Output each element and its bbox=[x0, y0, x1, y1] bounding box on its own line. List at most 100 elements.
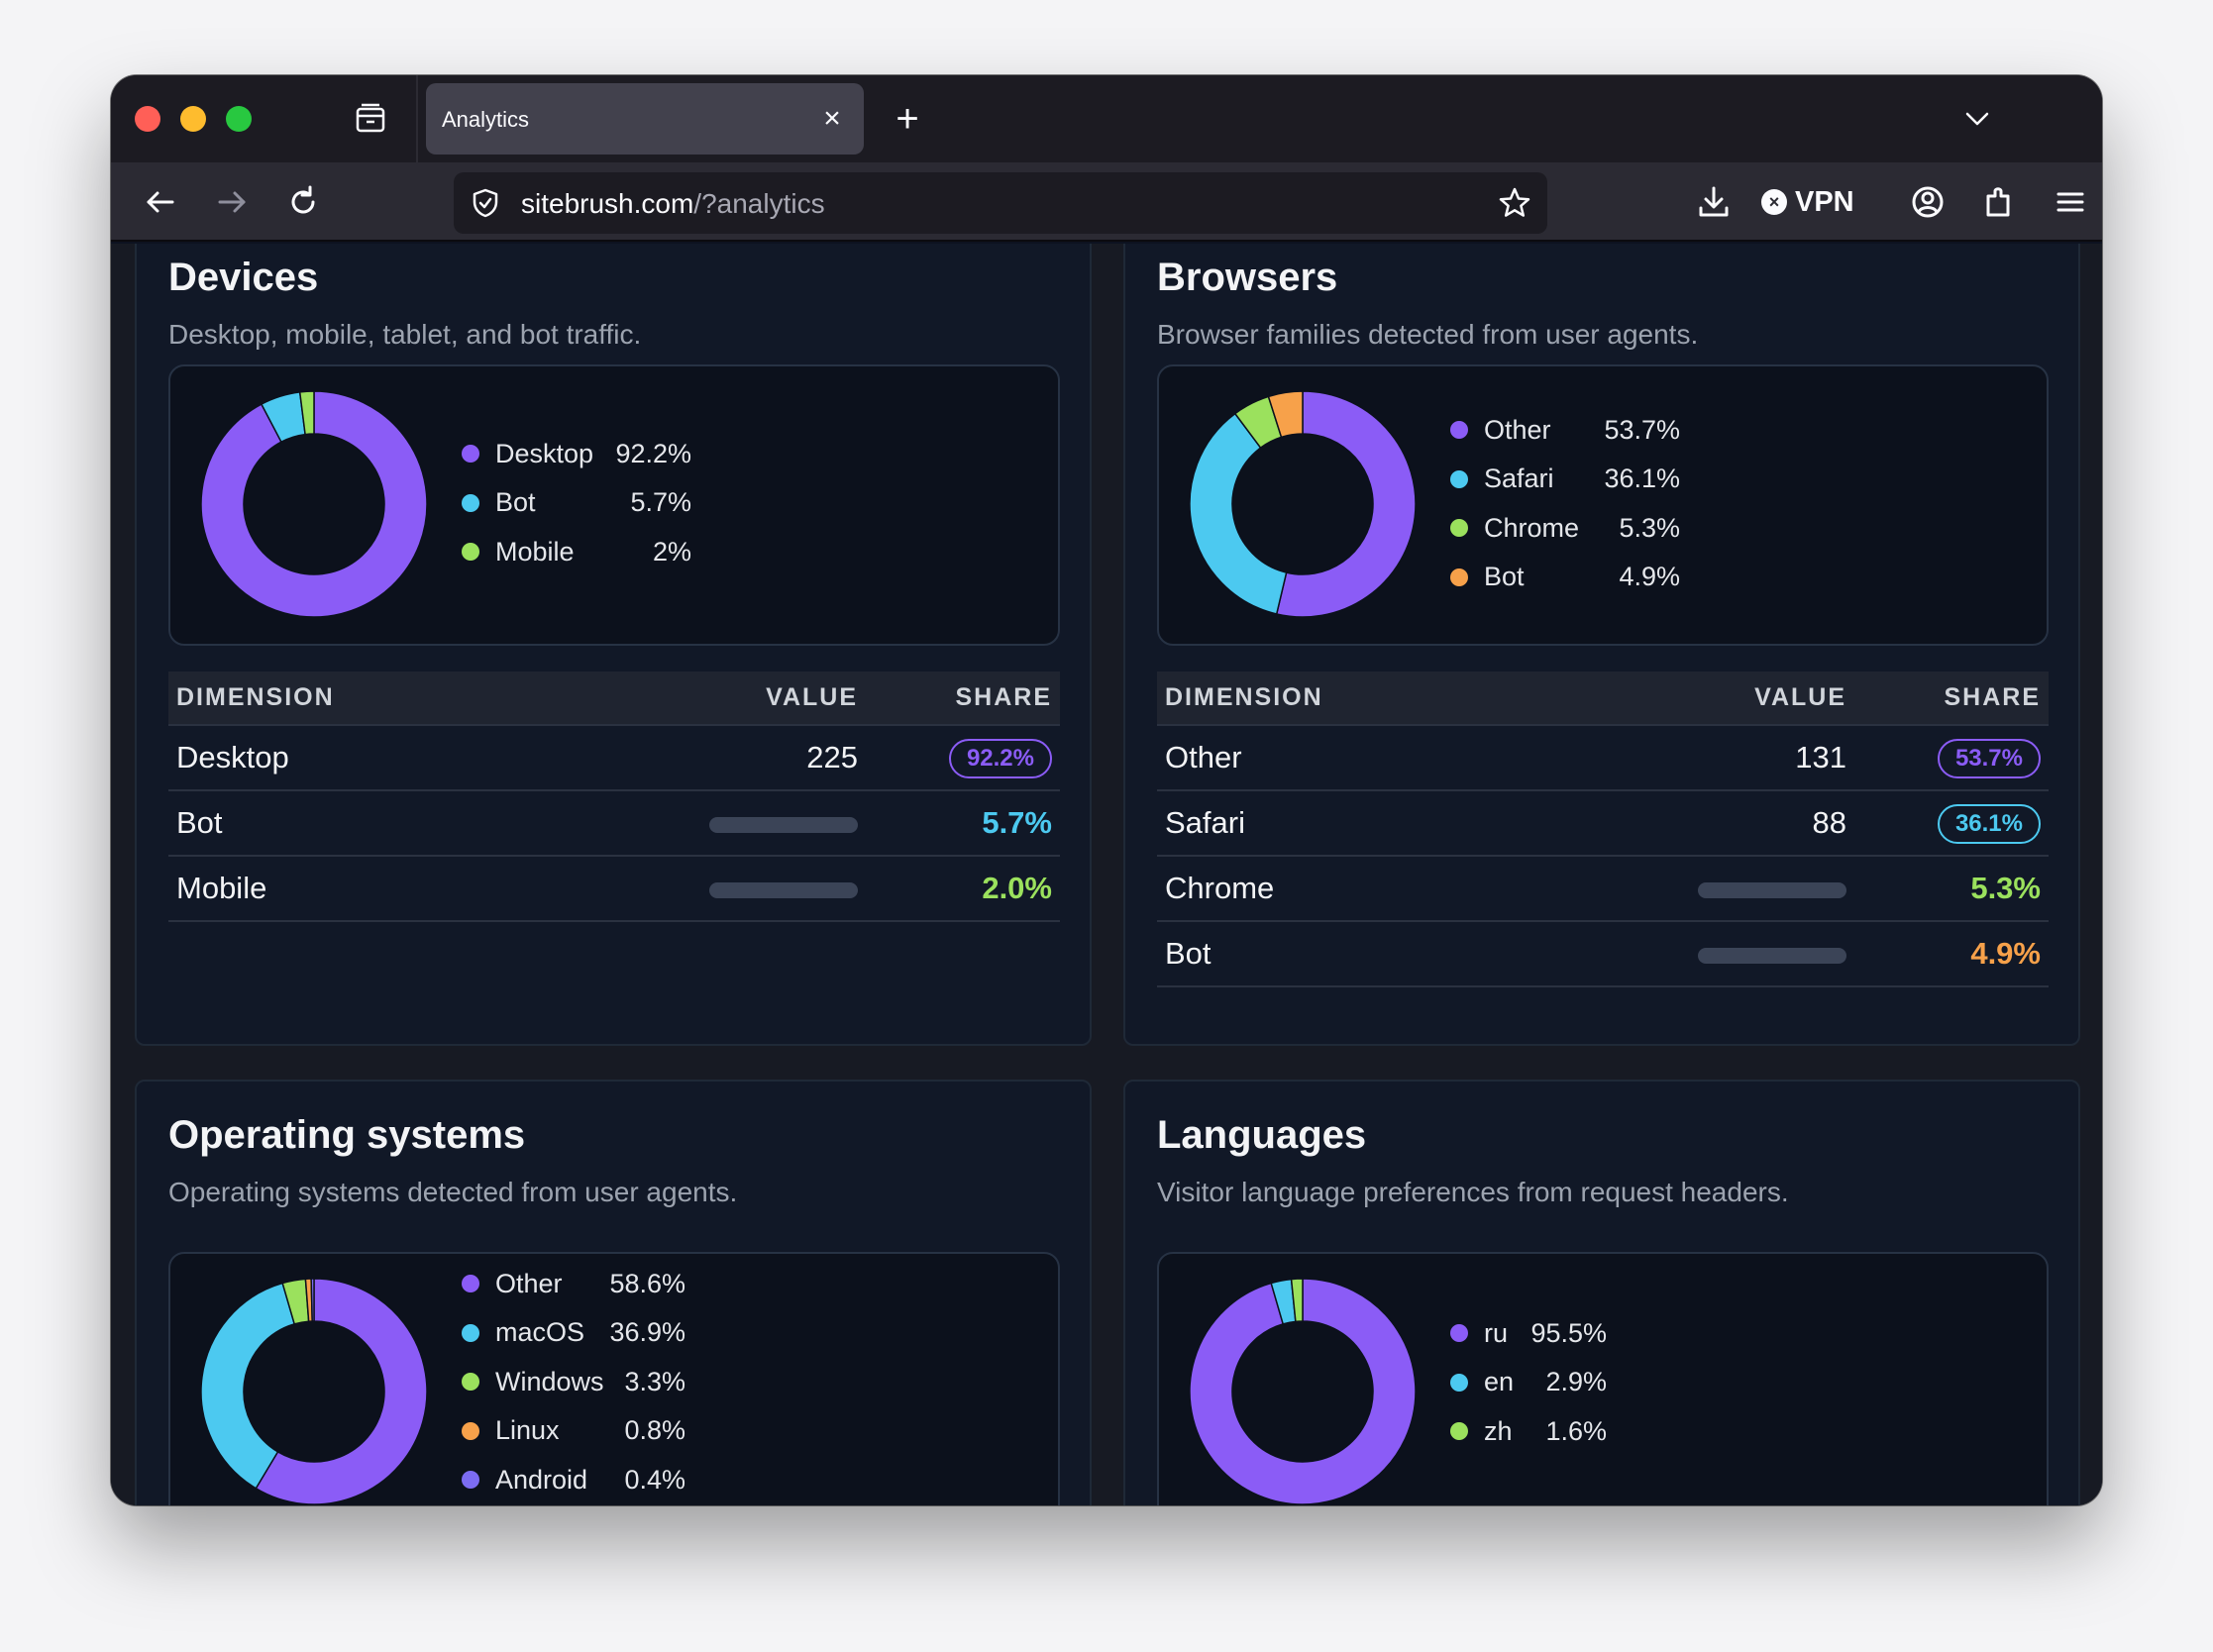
share-badge: 36.1% bbox=[1937, 803, 2041, 844]
donut-chart-panel: ru 95.5% en 2.9% zh 1.6% bbox=[1157, 1252, 2049, 1505]
extensions-icon[interactable] bbox=[1979, 182, 2019, 222]
legend-item[interactable]: Desktop 92.2% bbox=[462, 436, 691, 471]
legend-item[interactable]: Other 53.7% bbox=[1450, 412, 1680, 448]
legend-item[interactable]: en 2.9% bbox=[1450, 1365, 1607, 1400]
card-title: Operating systems bbox=[168, 1113, 526, 1157]
donut-chart bbox=[1189, 390, 1417, 618]
legend-item[interactable]: zh 1.6% bbox=[1450, 1413, 1607, 1449]
dimension-cell: Safari bbox=[1157, 790, 1690, 857]
legend-dot-icon bbox=[462, 1471, 479, 1489]
legend-item[interactable]: Mobile 2% bbox=[462, 534, 691, 569]
table-row[interactable]: Chrome 5.3% bbox=[1157, 856, 2049, 922]
column-header-dimension[interactable]: DIMENSION bbox=[168, 671, 701, 726]
column-header-share[interactable]: SHARE bbox=[1854, 671, 2049, 726]
account-icon[interactable] bbox=[1908, 182, 1948, 222]
bookmark-star-icon[interactable] bbox=[1498, 186, 1531, 220]
value-cell bbox=[701, 856, 866, 922]
vpn-button[interactable]: × VPN bbox=[1761, 180, 1854, 224]
table-row[interactable]: Other 131 53.7% bbox=[1157, 725, 2049, 791]
share-badge: 53.7% bbox=[1937, 738, 2041, 778]
legend-item[interactable]: ru 95.5% bbox=[1450, 1315, 1607, 1351]
donut-chart-panel: Other 58.6% macOS 36.9% Windows 3.3% Linux 0.8%… bbox=[168, 1252, 1060, 1505]
new-tab-button[interactable]: + bbox=[896, 97, 919, 141]
forward-arrow-icon[interactable] bbox=[212, 182, 252, 222]
legend-item[interactable]: Bot 5.7% bbox=[462, 485, 691, 521]
legend-label: Other bbox=[495, 1268, 563, 1298]
table-row[interactable]: Safari 88 36.1% bbox=[1157, 790, 2049, 857]
donut-slice[interactable] bbox=[200, 1282, 296, 1490]
legend-item[interactable]: Windows 3.3% bbox=[462, 1364, 685, 1399]
legend-dot-icon bbox=[1450, 421, 1468, 439]
value-cell bbox=[701, 790, 866, 857]
donut-slice[interactable] bbox=[1275, 390, 1417, 618]
close-window-button[interactable] bbox=[135, 106, 160, 132]
shield-icon[interactable] bbox=[470, 187, 501, 219]
legend-value: 2% bbox=[652, 536, 691, 567]
download-icon[interactable] bbox=[1694, 182, 1734, 222]
donut-slice[interactable] bbox=[298, 390, 315, 436]
devices-card: Devices Desktop, mobile, tablet, and bot… bbox=[135, 244, 1092, 1046]
donut-slice[interactable] bbox=[1290, 1278, 1304, 1323]
legend-item[interactable]: Other 58.6% bbox=[462, 1266, 685, 1301]
reload-icon[interactable] bbox=[283, 182, 323, 222]
column-header-value[interactable]: VALUE bbox=[701, 671, 866, 726]
legend-dot-icon bbox=[462, 445, 479, 463]
menu-icon[interactable] bbox=[2051, 182, 2090, 222]
legend-item[interactable]: Bot 4.9% bbox=[1450, 560, 1680, 595]
share-badge: 92.2% bbox=[948, 738, 1052, 778]
donut-slice[interactable] bbox=[1189, 412, 1288, 615]
legend-item[interactable]: Linux 0.8% bbox=[462, 1413, 685, 1449]
tab-analytics[interactable]: Analytics × bbox=[426, 83, 864, 155]
table-row[interactable]: Bot 4.9% bbox=[1157, 921, 2049, 987]
chevron-down-icon[interactable] bbox=[1959, 101, 1995, 137]
donut-chart bbox=[200, 390, 428, 618]
back-arrow-icon[interactable] bbox=[141, 182, 180, 222]
tab-bar: Analytics × + bbox=[111, 75, 2102, 162]
dimension-cell: Other bbox=[1157, 725, 1690, 791]
legend-value: 5.7% bbox=[630, 487, 691, 517]
legend-dot-icon bbox=[1450, 469, 1468, 488]
legend-value: 2.9% bbox=[1545, 1367, 1607, 1396]
column-header-share[interactable]: SHARE bbox=[866, 671, 1060, 726]
url-text[interactable]: sitebrush.com/?analytics bbox=[521, 188, 825, 220]
share-percent: 2.0% bbox=[982, 871, 1052, 905]
legend-item[interactable]: macOS 36.9% bbox=[462, 1315, 685, 1351]
donut-slice[interactable] bbox=[310, 1278, 315, 1322]
maximize-window-button[interactable] bbox=[226, 106, 252, 132]
share-bar bbox=[709, 881, 858, 898]
url-bar[interactable]: sitebrush.com/?analytics bbox=[454, 172, 1547, 234]
table-row[interactable]: Mobile 2.0% bbox=[168, 856, 1060, 922]
column-header-dimension[interactable]: DIMENSION bbox=[1157, 671, 1690, 726]
legend-item[interactable]: Safari 36.1% bbox=[1450, 462, 1680, 497]
column-header-value[interactable]: VALUE bbox=[1690, 671, 1854, 726]
table-row[interactable]: Desktop 225 92.2% bbox=[168, 725, 1060, 791]
donut-slice[interactable] bbox=[255, 1278, 428, 1505]
legend-label: macOS bbox=[495, 1317, 585, 1347]
share-cell: 5.3% bbox=[1854, 856, 2049, 922]
legend-label: Other bbox=[1484, 414, 1551, 445]
legend-dot-icon bbox=[1450, 1324, 1468, 1342]
close-tab-icon[interactable]: × bbox=[823, 102, 841, 135]
legend-dot-icon bbox=[462, 543, 479, 561]
minimize-window-button[interactable] bbox=[180, 106, 206, 132]
url-path: /?analytics bbox=[693, 188, 825, 219]
legend-label: Mobile bbox=[495, 536, 575, 567]
legend-label: Android bbox=[495, 1464, 588, 1495]
dimension-cell: Mobile bbox=[168, 856, 701, 922]
table-row[interactable]: Bot 5.7% bbox=[168, 790, 1060, 857]
url-domain: sitebrush.com bbox=[521, 188, 694, 219]
donut-slice[interactable] bbox=[1189, 1278, 1417, 1505]
donut-slice[interactable] bbox=[1267, 390, 1304, 439]
legend-label: Windows bbox=[495, 1366, 604, 1396]
dimension-cell: Desktop bbox=[168, 725, 701, 791]
legend-item[interactable]: Android 0.4% bbox=[462, 1462, 685, 1497]
legend-value: 0.4% bbox=[624, 1464, 685, 1495]
share-percent: 4.9% bbox=[1970, 936, 2041, 971]
legend-dot-icon bbox=[462, 1275, 479, 1292]
legend-item[interactable]: Chrome 5.3% bbox=[1450, 510, 1680, 546]
table-header-row: DIMENSION VALUE SHARE bbox=[168, 671, 1060, 726]
table-body: Other 131 53.7% Safari 88 36.1% Chrome 5.3% Bot 4… bbox=[1157, 725, 2049, 987]
donut-slice[interactable] bbox=[200, 390, 428, 618]
firefox-view-icon[interactable] bbox=[353, 101, 388, 137]
table-header-row: DIMENSION VALUE SHARE bbox=[1157, 671, 2049, 726]
